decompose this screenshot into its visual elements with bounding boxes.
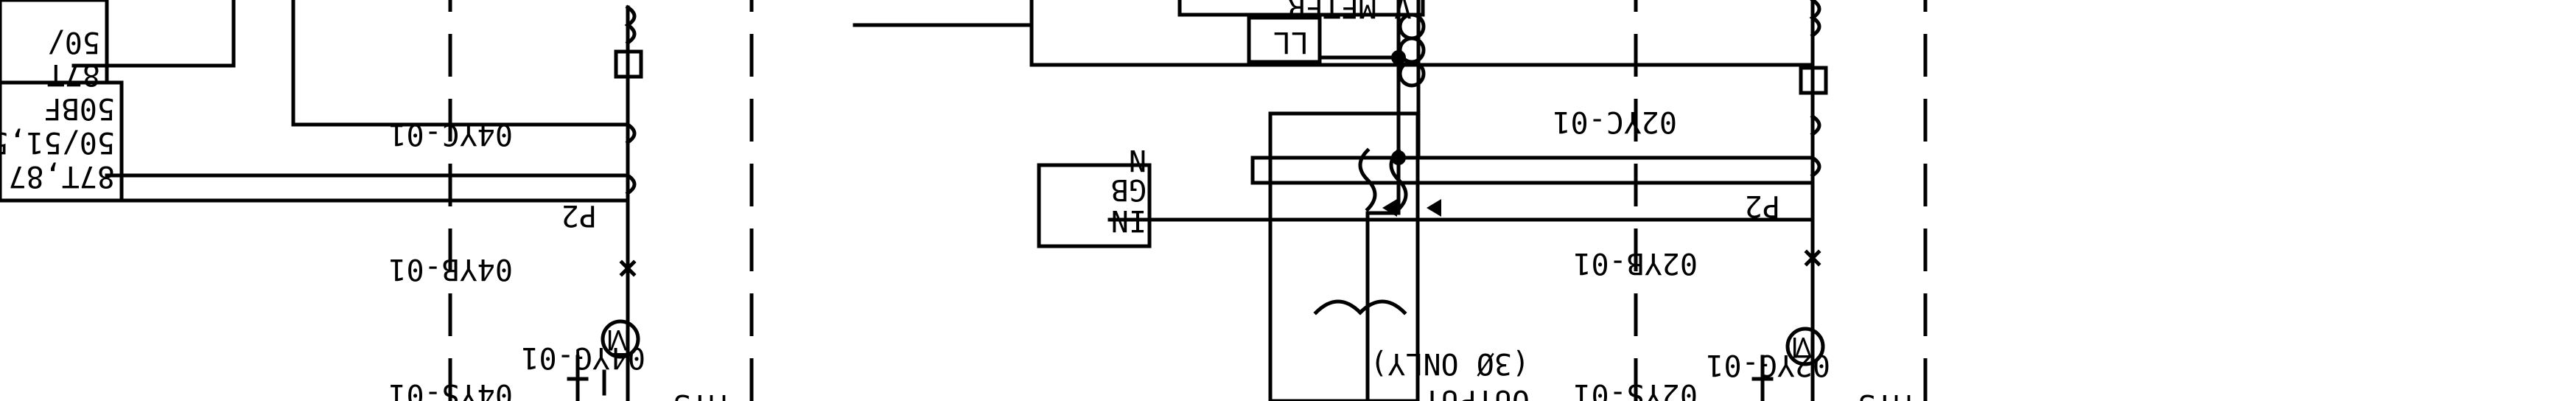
label-position: P2 [561, 198, 597, 232]
relay-mid-line2: 50/51,5 [0, 125, 115, 159]
relay-right-line2: IN [1111, 203, 1147, 237]
label-gas-relay: 04YG-01 [521, 341, 645, 374]
relay-top-line1: 50/ [47, 25, 100, 59]
label-tripping-coil: 04YB-01 [388, 252, 513, 286]
label-r-tripping-coil: 02YB-01 [1573, 246, 1698, 280]
relay-right-line1: GB [1111, 172, 1147, 206]
center-panel [1177, 0, 1441, 401]
label-r-position: P2 [1745, 189, 1780, 223]
label-spring-switch: 04YS-01 [388, 377, 513, 401]
relay-box-right-group [1037, 163, 1152, 248]
label-r-motor: M [1791, 331, 1816, 363]
coil-top [624, 4, 637, 46]
label-mts: MTS [673, 388, 727, 401]
pt-note-label: (3Ø ONLY) [1370, 346, 1530, 380]
lamp-label: LL [1273, 25, 1309, 59]
meter-box [1177, 0, 1425, 17]
relay-boxes-left [0, 0, 124, 203]
label-motor: M [606, 324, 631, 356]
coil-closing [625, 122, 637, 145]
relay-box-mid [0, 80, 124, 203]
motor-circle [601, 319, 640, 359]
relay-top-line2: 87T [47, 57, 100, 91]
transformer-coil-2 [1313, 299, 1363, 315]
transformer-coil-1 [1357, 299, 1407, 315]
label-closing-coil: 04YC-01 [388, 117, 513, 151]
contact-box [614, 49, 643, 79]
relay-box-right [1037, 163, 1152, 248]
pt-output-label: OUTPUT [1424, 383, 1530, 401]
left-panel [71, 0, 754, 401]
pt-enclosure [1268, 111, 1420, 401]
right-panel [853, 0, 1928, 401]
meter-label: V METER [1287, 0, 1412, 24]
relay-right-top: N [1129, 143, 1147, 177]
coil-mid [625, 172, 637, 196]
label-r-spring-switch: 02YS-01 [1573, 377, 1698, 401]
label-r-gas-relay: 02YG-01 [1706, 348, 1830, 382]
lamp-box [1247, 15, 1322, 64]
label-r-closing-coil: 02YC-01 [1553, 105, 1677, 139]
relay-mid-line1: 50BF [44, 91, 115, 125]
label-r-mts: MTS [1858, 388, 1911, 401]
relay-mid-line3: 87T,87 [9, 159, 116, 193]
